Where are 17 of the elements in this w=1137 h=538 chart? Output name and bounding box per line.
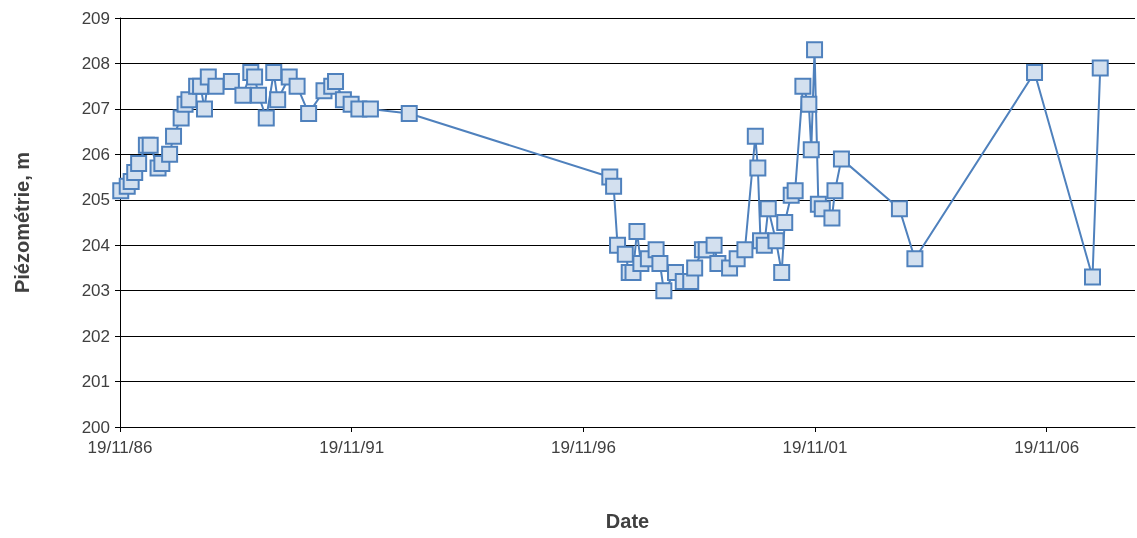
y-tick-label: 209 [81, 8, 110, 28]
y-tick-label: 203 [81, 281, 110, 301]
y-tick-label: 207 [81, 99, 110, 119]
y-tick-label: 208 [81, 53, 110, 73]
y-tick-label: 200 [81, 417, 110, 437]
y-tick-label: 201 [81, 372, 110, 392]
y-tick-label: 205 [81, 190, 110, 210]
x-tick-label: 19/11/06 [1014, 438, 1080, 457]
x-tick-label: 19/11/96 [550, 438, 616, 457]
y-tick-label: 202 [81, 326, 110, 346]
y-tick-label: 206 [81, 144, 110, 164]
x-tick-label: 19/11/01 [782, 438, 848, 457]
x-tick-label: 19/11/86 [87, 438, 153, 457]
x-tick-label: 19/11/91 [319, 438, 385, 457]
y-tick-label: 204 [81, 235, 110, 255]
y-axis-title: Piézométrie, m [11, 151, 33, 294]
x-axis-title: Date [605, 510, 650, 532]
